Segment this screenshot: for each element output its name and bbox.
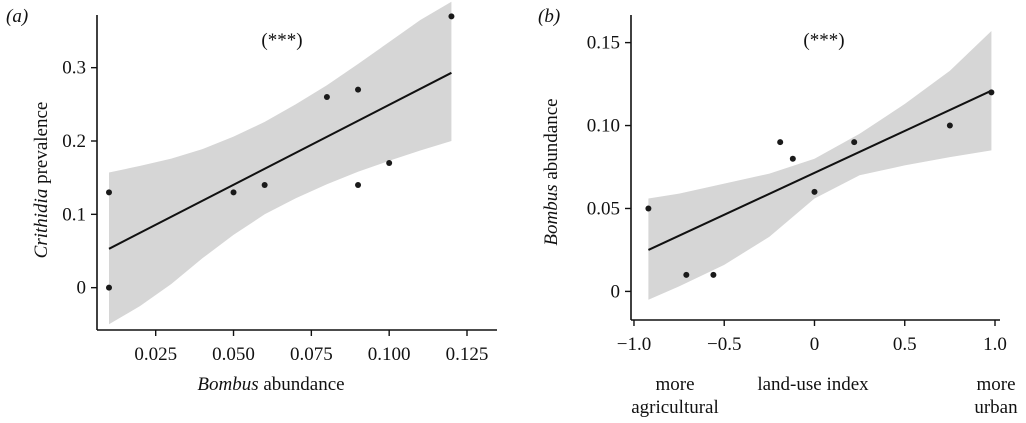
panel-b-x-right-label-line1: more bbox=[976, 374, 1015, 395]
panel-b-fit-line bbox=[647, 89, 992, 251]
panel-a-y-tick-label: 0.2 bbox=[62, 131, 86, 152]
panel-a-y-tick-label: 0 bbox=[77, 278, 87, 299]
panel-b-point bbox=[851, 139, 858, 146]
panel-a-x-axis-title-italic: Bombus bbox=[197, 374, 258, 395]
panel-a-y-ticks: 0 0.1 0.2 0.3 bbox=[62, 58, 97, 299]
panel-a-point bbox=[230, 189, 237, 196]
panel-a-point bbox=[106, 189, 112, 196]
panel-b-significance: (***) bbox=[803, 30, 844, 51]
panel-a-point bbox=[106, 284, 112, 291]
panel-b-y-tick-label: 0.10 bbox=[587, 116, 620, 137]
panel-b-x-tick-label: 0 bbox=[810, 334, 820, 355]
panel-b-points bbox=[645, 89, 995, 278]
panel-b-x-left-label-line2: agricultural bbox=[631, 397, 719, 418]
panel-b-y-axis-title-rest: abundance bbox=[541, 98, 562, 184]
panel-a-point bbox=[261, 182, 268, 188]
panel-b-x-tick-label: −0.5 bbox=[707, 334, 741, 355]
panel-a-x-axis-title-rest: abundance bbox=[259, 374, 345, 395]
panel-a-y-tick-label: 0.1 bbox=[62, 204, 86, 225]
panel-b-point bbox=[645, 205, 652, 212]
panel-b-y-ticks: 0 0.05 0.10 0.15 bbox=[587, 33, 631, 302]
panel-b-y-axis-title: Bombus abundance bbox=[541, 98, 562, 245]
panel-a-significance: (***) bbox=[261, 30, 302, 51]
panel-a-label: (a) bbox=[6, 6, 28, 27]
panel-b-x-tick-label: −1.0 bbox=[617, 334, 651, 355]
panel-a-y-tick-label: 0.3 bbox=[62, 58, 86, 79]
panel-a-x-tick-label: 0.125 bbox=[446, 344, 489, 365]
panel-a-fit-line bbox=[108, 71, 452, 250]
panel-a-points bbox=[106, 13, 455, 291]
panel-a-x-axis-title: Bombus abundance bbox=[197, 374, 344, 395]
panel-b-x-left-label-line1: more bbox=[655, 374, 694, 395]
panel-a-x-tick-label: 0.100 bbox=[368, 344, 411, 365]
panel-b-point bbox=[988, 89, 995, 96]
panel-a-x-tick-label: 0.075 bbox=[290, 344, 333, 365]
panel-b-y-axis-title-italic: Bombus bbox=[541, 184, 562, 245]
panel-a-point bbox=[448, 13, 455, 20]
panel-a-point bbox=[355, 182, 362, 188]
panel-a-point bbox=[386, 160, 393, 166]
panel-a-ci-band bbox=[109, 1, 452, 325]
panel-b-x-axis-title: land-use index bbox=[757, 374, 869, 395]
panel-b-point bbox=[789, 155, 796, 162]
panel-b-point bbox=[710, 271, 717, 278]
panel-a-y-axis-title-rest: prevalence bbox=[31, 102, 52, 189]
panel-b-y-tick-label: 0.05 bbox=[587, 198, 620, 219]
panel-b-point bbox=[946, 122, 953, 129]
panel-a-x-ticks: 0.025 0.050 0.075 0.100 0.125 bbox=[134, 330, 488, 365]
panel-b-ci-band bbox=[648, 31, 992, 300]
panel-b-label: (b) bbox=[538, 6, 560, 27]
panel-b: 00.050.100.15 −1.0 −0.5 0 0.5 1.0 (b) (***) … bbox=[538, 6, 1018, 418]
panel-a-point bbox=[323, 94, 330, 100]
panel-b-x-ticks: −1.0 −0.5 0 0.5 1.0 bbox=[617, 320, 1007, 355]
panel-a-y-axis-title: Crithidia prevalence bbox=[31, 102, 52, 259]
panel-a-x-tick-label: 0.025 bbox=[134, 344, 177, 365]
panel-b-y-tick-label: 0 bbox=[611, 281, 621, 302]
panel-b-point bbox=[777, 139, 784, 146]
panel-a-y-axis-title-italic: Crithidia bbox=[31, 189, 52, 259]
panel-b-x-right-label-line2: urban bbox=[974, 397, 1018, 418]
panel-b-x-tick-label: 0.5 bbox=[893, 334, 917, 355]
panel-b-point bbox=[811, 188, 818, 195]
panel-a-point bbox=[355, 86, 362, 93]
panel-a-x-tick-label: 0.050 bbox=[212, 344, 255, 365]
panel-b-x-tick-label: 1.0 bbox=[983, 334, 1007, 355]
panel-b-point bbox=[683, 271, 690, 278]
panel-b-y-tick-label: 0.15 bbox=[587, 33, 620, 54]
panel-a: 0 0.1 0.2 0.3 0.025 0.050 0.075 0.100 0.125 (a)… bbox=[6, 1, 497, 395]
